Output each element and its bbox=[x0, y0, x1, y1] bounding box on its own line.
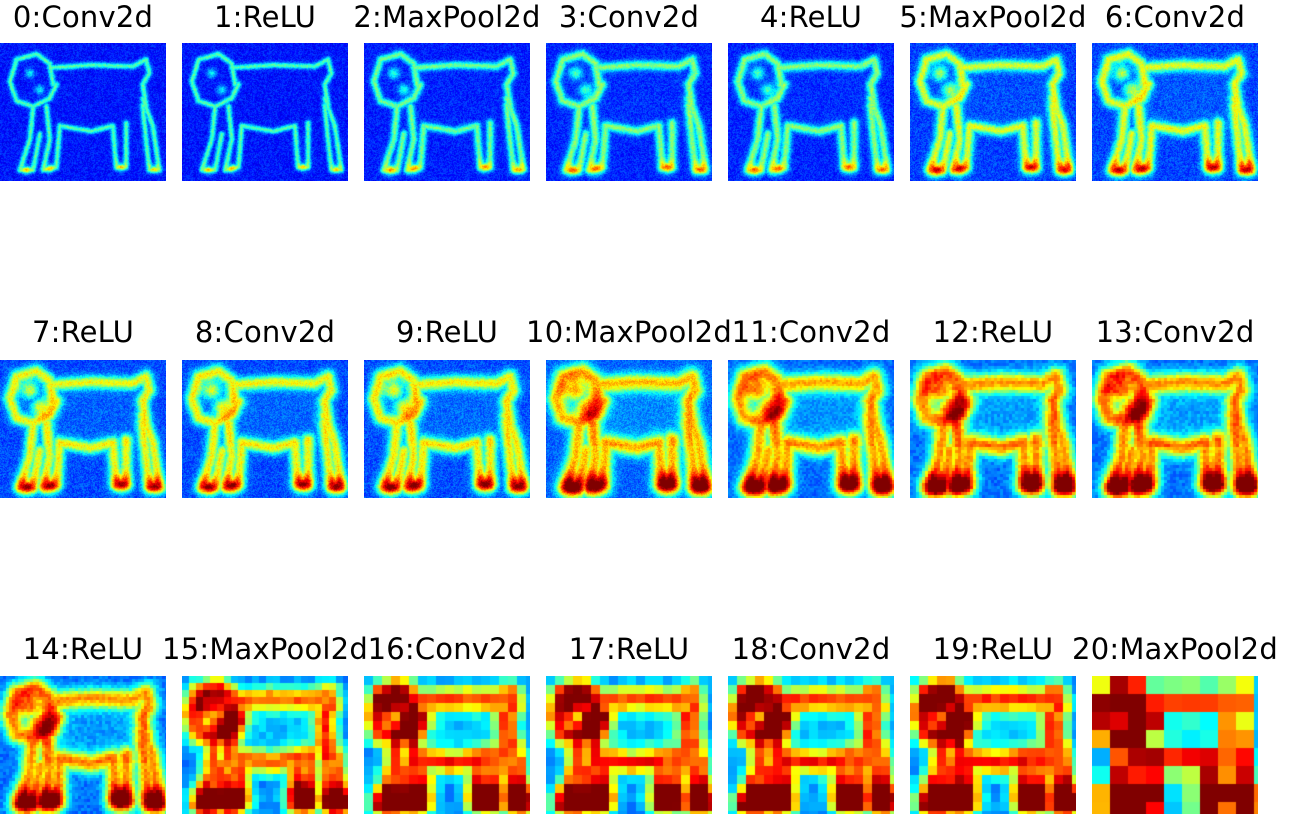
feature-map-heatmap bbox=[364, 676, 530, 814]
panel-title: 8:Conv2d bbox=[194, 315, 336, 349]
panel-title: 6:Conv2d bbox=[1104, 0, 1246, 34]
panel-title: 17:ReLU bbox=[568, 632, 690, 666]
feature-map-heatmap bbox=[364, 360, 530, 498]
panel-title: 2:MaxPool2d bbox=[353, 0, 541, 34]
feature-map-heatmap bbox=[728, 360, 894, 498]
panel-title: 15:MaxPool2d bbox=[162, 632, 368, 666]
panel-title: 0:Conv2d bbox=[12, 0, 154, 34]
panel-title: 7:ReLU bbox=[31, 315, 135, 349]
panel-title: 13:Conv2d bbox=[1095, 315, 1255, 349]
feature-map-heatmap bbox=[1092, 360, 1258, 498]
panel-title: 5:MaxPool2d bbox=[899, 0, 1087, 34]
feature-map-heatmap bbox=[0, 676, 166, 814]
panel-title: 9:ReLU bbox=[395, 315, 499, 349]
feature-map-heatmap bbox=[182, 43, 348, 181]
panel-title: 16:Conv2d bbox=[367, 632, 527, 666]
feature-map-heatmap bbox=[910, 676, 1076, 814]
panel-title: 12:ReLU bbox=[932, 315, 1054, 349]
panel-title: 1:ReLU bbox=[213, 0, 317, 34]
feature-map-heatmap bbox=[546, 43, 712, 181]
feature-map-heatmap bbox=[910, 43, 1076, 181]
panel-title: 20:MaxPool2d bbox=[1072, 632, 1278, 666]
panel-title: 3:Conv2d bbox=[558, 0, 700, 34]
feature-map-heatmap bbox=[364, 43, 530, 181]
feature-map-heatmap bbox=[546, 360, 712, 498]
panel-title: 19:ReLU bbox=[932, 632, 1054, 666]
panel-title: 4:ReLU bbox=[759, 0, 863, 34]
panel-title: 18:Conv2d bbox=[731, 632, 891, 666]
panel-title: 10:MaxPool2d bbox=[526, 315, 732, 349]
feature-map-heatmap bbox=[182, 676, 348, 814]
feature-map-heatmap bbox=[0, 43, 166, 181]
feature-map-heatmap bbox=[1092, 676, 1258, 814]
panel-title: 11:Conv2d bbox=[731, 315, 891, 349]
panel-title: 14:ReLU bbox=[22, 632, 144, 666]
feature-map-heatmap bbox=[728, 676, 894, 814]
feature-map-heatmap bbox=[182, 360, 348, 498]
feature-map-heatmap bbox=[1092, 43, 1258, 181]
feature-map-heatmap bbox=[0, 360, 166, 498]
feature-map-heatmap bbox=[546, 676, 712, 814]
feature-map-heatmap bbox=[728, 43, 894, 181]
feature-map-heatmap bbox=[910, 360, 1076, 498]
